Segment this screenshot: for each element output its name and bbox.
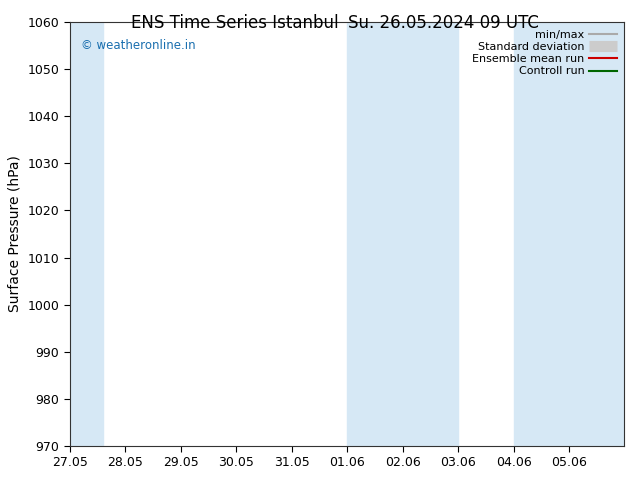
Text: ENS Time Series Istanbul: ENS Time Series Istanbul bbox=[131, 14, 339, 32]
Legend: min/max, Standard deviation, Ensemble mean run, Controll run: min/max, Standard deviation, Ensemble me… bbox=[470, 27, 619, 79]
Text: © weatheronline.in: © weatheronline.in bbox=[81, 39, 195, 52]
Bar bbox=[70, 22, 103, 446]
Y-axis label: Surface Pressure (hPa): Surface Pressure (hPa) bbox=[8, 155, 22, 313]
Bar bbox=[347, 22, 458, 446]
Text: Su. 26.05.2024 09 UTC: Su. 26.05.2024 09 UTC bbox=[348, 14, 540, 32]
Bar bbox=[514, 22, 624, 446]
